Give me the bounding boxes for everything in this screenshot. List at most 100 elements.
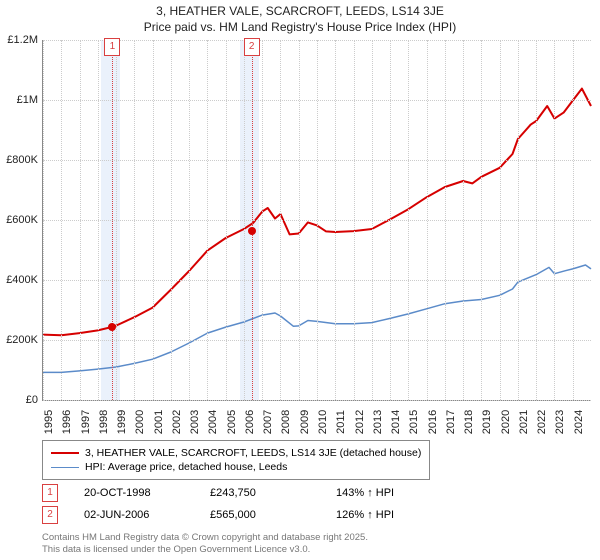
- x-tick-label: 1995: [43, 410, 55, 434]
- x-tick-label: 2016: [427, 410, 439, 434]
- gridline-vertical: [153, 40, 154, 400]
- gridline-vertical: [481, 40, 482, 400]
- x-tick-label: 2001: [153, 410, 165, 434]
- legend-label: HPI: Average price, detached house, Leed…: [85, 461, 287, 473]
- x-tick-label: 2021: [518, 410, 530, 434]
- event-price: £565,000: [210, 509, 310, 521]
- x-tick-label: 1997: [80, 410, 92, 434]
- gridline-vertical: [573, 40, 574, 400]
- gridline-vertical: [372, 40, 373, 400]
- gridline-vertical: [299, 40, 300, 400]
- events-table: 1 20-OCT-1998 £243,750 143% ↑ HPI 2 02-J…: [42, 484, 436, 528]
- x-tick-label: 2002: [171, 410, 183, 434]
- gridline-vertical: [207, 40, 208, 400]
- x-tick-label: 2003: [189, 410, 201, 434]
- x-tick-label: 2015: [408, 410, 420, 434]
- gridline-vertical: [317, 40, 318, 400]
- y-tick-label: £200K: [2, 334, 38, 346]
- x-tick-label: 2014: [390, 410, 402, 434]
- x-tick-label: 2024: [573, 410, 585, 434]
- legend: 3, HEATHER VALE, SCARCROFT, LEEDS, LS14 …: [42, 440, 430, 480]
- x-tick-label: 1998: [98, 410, 110, 434]
- chart-container: 3, HEATHER VALE, SCARCROFT, LEEDS, LS14 …: [0, 0, 600, 560]
- attribution-footer: Contains HM Land Registry data © Crown c…: [42, 532, 368, 556]
- event-date: 02-JUN-2006: [84, 509, 184, 521]
- chart-title-2: Price paid vs. HM Land Registry's House …: [0, 20, 600, 34]
- x-tick-label: 2009: [299, 410, 311, 434]
- gridline-horizontal: [43, 400, 591, 401]
- x-tick-label: 2005: [226, 410, 238, 434]
- gridline-vertical: [80, 40, 81, 400]
- plot-area: 1995199619971998199920002001200220032004…: [42, 40, 591, 401]
- gridline-vertical: [244, 40, 245, 400]
- y-tick-label: £600K: [2, 214, 38, 226]
- gridline-vertical: [354, 40, 355, 400]
- gridline-vertical: [98, 40, 99, 400]
- x-tick-label: 2007: [262, 410, 274, 434]
- gridline-vertical: [554, 40, 555, 400]
- x-tick-label: 2017: [445, 410, 457, 434]
- x-tick-label: 1999: [116, 410, 128, 434]
- x-tick-label: 2023: [554, 410, 566, 434]
- event-row: 1 20-OCT-1998 £243,750 143% ↑ HPI: [42, 484, 436, 502]
- gridline-vertical: [116, 40, 117, 400]
- event-dot: [248, 227, 256, 235]
- gridline-vertical: [262, 40, 263, 400]
- legend-entry: 3, HEATHER VALE, SCARCROFT, LEEDS, LS14 …: [51, 447, 421, 459]
- gridline-vertical: [445, 40, 446, 400]
- gridline-vertical: [189, 40, 190, 400]
- event-date: 20-OCT-1998: [84, 487, 184, 499]
- gridline-vertical: [463, 40, 464, 400]
- event-marker-badge: 2: [244, 38, 260, 56]
- x-tick-label: 1996: [61, 410, 73, 434]
- y-tick-label: £1.2M: [2, 34, 38, 46]
- x-tick-label: 2018: [463, 410, 475, 434]
- gridline-vertical: [43, 40, 44, 400]
- x-tick-label: 2006: [244, 410, 256, 434]
- legend-label: 3, HEATHER VALE, SCARCROFT, LEEDS, LS14 …: [85, 447, 421, 459]
- gridline-vertical: [408, 40, 409, 400]
- x-tick-label: 2004: [207, 410, 219, 434]
- legend-swatch: [51, 452, 79, 454]
- x-tick-label: 2010: [317, 410, 329, 434]
- gridline-vertical: [134, 40, 135, 400]
- event-badge: 1: [42, 484, 58, 502]
- x-tick-label: 2011: [335, 410, 347, 434]
- chart-title-1: 3, HEATHER VALE, SCARCROFT, LEEDS, LS14 …: [0, 4, 600, 18]
- gridline-vertical: [61, 40, 62, 400]
- gridline-vertical: [390, 40, 391, 400]
- gridline-vertical: [335, 40, 336, 400]
- title-block: 3, HEATHER VALE, SCARCROFT, LEEDS, LS14 …: [0, 0, 600, 34]
- gridline-vertical: [171, 40, 172, 400]
- x-tick-label: 2012: [354, 410, 366, 434]
- gridline-vertical: [226, 40, 227, 400]
- x-tick-label: 2008: [280, 410, 292, 434]
- gridline-vertical: [280, 40, 281, 400]
- event-marker-badge: 1: [104, 38, 120, 56]
- event-hpi-cmp: 143% ↑ HPI: [336, 487, 436, 499]
- x-tick-label: 2013: [372, 410, 384, 434]
- x-tick-label: 2000: [134, 410, 146, 434]
- gridline-vertical: [427, 40, 428, 400]
- footer-line-1: Contains HM Land Registry data © Crown c…: [42, 532, 368, 544]
- event-badge: 2: [42, 506, 58, 524]
- y-tick-label: £0: [2, 394, 38, 406]
- legend-swatch: [51, 467, 79, 468]
- event-price: £243,750: [210, 487, 310, 499]
- x-tick-label: 2019: [481, 410, 493, 434]
- gridline-vertical: [536, 40, 537, 400]
- event-vline: [252, 40, 253, 400]
- x-tick-label: 2022: [536, 410, 548, 434]
- y-tick-label: £800K: [2, 154, 38, 166]
- gridline-vertical: [518, 40, 519, 400]
- y-tick-label: £400K: [2, 274, 38, 286]
- footer-line-2: This data is licensed under the Open Gov…: [42, 544, 368, 556]
- event-dot: [108, 323, 116, 331]
- event-hpi-cmp: 126% ↑ HPI: [336, 509, 436, 521]
- legend-entry: HPI: Average price, detached house, Leed…: [51, 461, 421, 473]
- event-row: 2 02-JUN-2006 £565,000 126% ↑ HPI: [42, 506, 436, 524]
- x-tick-label: 2020: [500, 410, 512, 434]
- y-tick-label: £1M: [2, 94, 38, 106]
- event-vline: [112, 40, 113, 400]
- gridline-vertical: [500, 40, 501, 400]
